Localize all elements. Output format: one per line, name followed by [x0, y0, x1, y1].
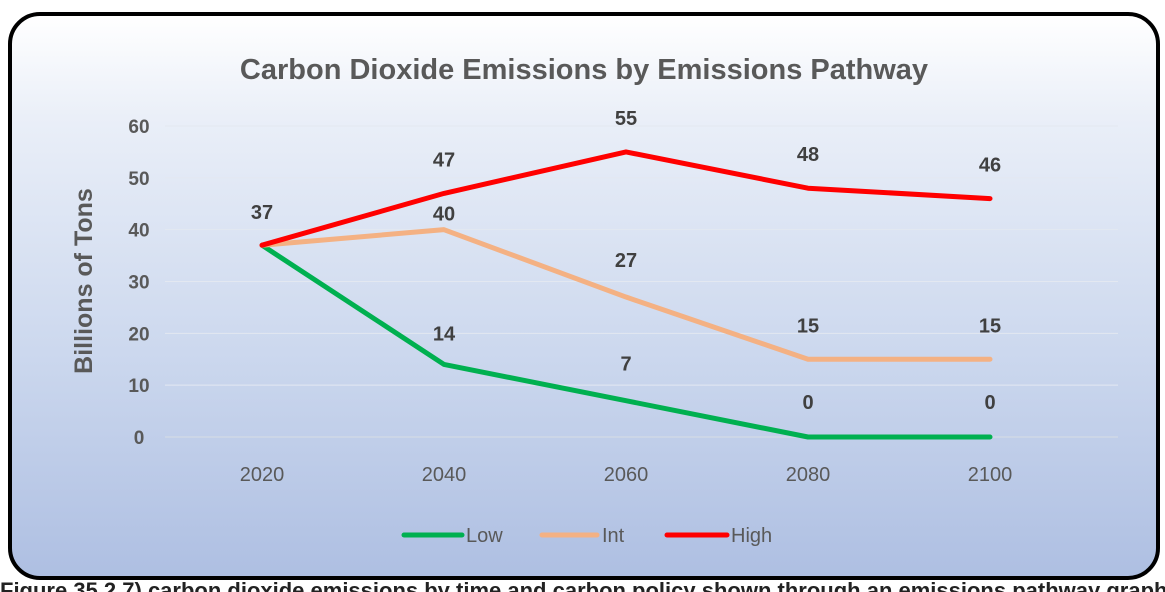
y-tick-label: 10	[128, 376, 149, 397]
x-tick-label: 2080	[786, 464, 831, 486]
y-tick-label: 40	[128, 221, 149, 242]
data-label-high: 37	[251, 202, 273, 224]
y-tick-label: 20	[128, 324, 149, 345]
data-label-int: 40	[433, 204, 455, 226]
legend: Low Int High	[401, 525, 772, 547]
y-tick-label: 0	[134, 428, 145, 449]
figure-caption: Figure 35.2.7) carbon dioxide emissions …	[0, 578, 1165, 592]
x-tick-label: 2020	[240, 464, 285, 486]
gridlines	[165, 125, 1118, 438]
y-tick-label: 50	[128, 169, 149, 190]
legend-label-low: Low	[466, 525, 503, 547]
data-label-high: 47	[433, 149, 455, 171]
data-label-low: 0	[802, 392, 813, 414]
series-line-int	[259, 227, 993, 362]
y-tick-label: 60	[128, 117, 149, 138]
data-label-low: 0	[984, 392, 995, 414]
series-lines	[259, 149, 993, 440]
x-tick-label: 2040	[422, 464, 467, 486]
chart-frame: Carbon Dioxide Emissions by Emissions Pa…	[8, 12, 1160, 580]
data-label-high: 48	[797, 144, 819, 166]
line-chart: Carbon Dioxide Emissions by Emissions Pa…	[70, 54, 1118, 547]
legend-label-high: High	[731, 525, 772, 547]
y-tick-label: 30	[128, 273, 149, 294]
data-label-low: 14	[433, 323, 456, 345]
data-label-high: 46	[979, 155, 1001, 177]
data-label-low: 7	[620, 354, 631, 376]
y-axis-ticks: 0 10 20 30 40 50 60	[128, 117, 149, 449]
data-label-int: 15	[979, 315, 1001, 337]
x-tick-label: 2100	[968, 464, 1013, 486]
series-line-low	[259, 242, 993, 440]
series-line-high	[259, 149, 993, 248]
data-label-int: 27	[615, 250, 637, 272]
data-label-int: 15	[797, 315, 819, 337]
x-tick-label: 2060	[604, 464, 649, 486]
x-axis-ticks: 2020 2040 2060 2080 2100	[240, 464, 1013, 486]
data-labels: 14 7 0 0 40 27 15 15 37 47 55 48 46	[251, 108, 1001, 414]
data-label-high: 55	[615, 108, 637, 130]
figure-caption-strip: Figure 35.2.7) carbon dioxide emissions …	[0, 578, 1165, 592]
chart-title: Carbon Dioxide Emissions by Emissions Pa…	[240, 54, 928, 86]
legend-label-int: Int	[602, 525, 625, 547]
y-axis-label: Billions of Tons	[70, 188, 98, 374]
